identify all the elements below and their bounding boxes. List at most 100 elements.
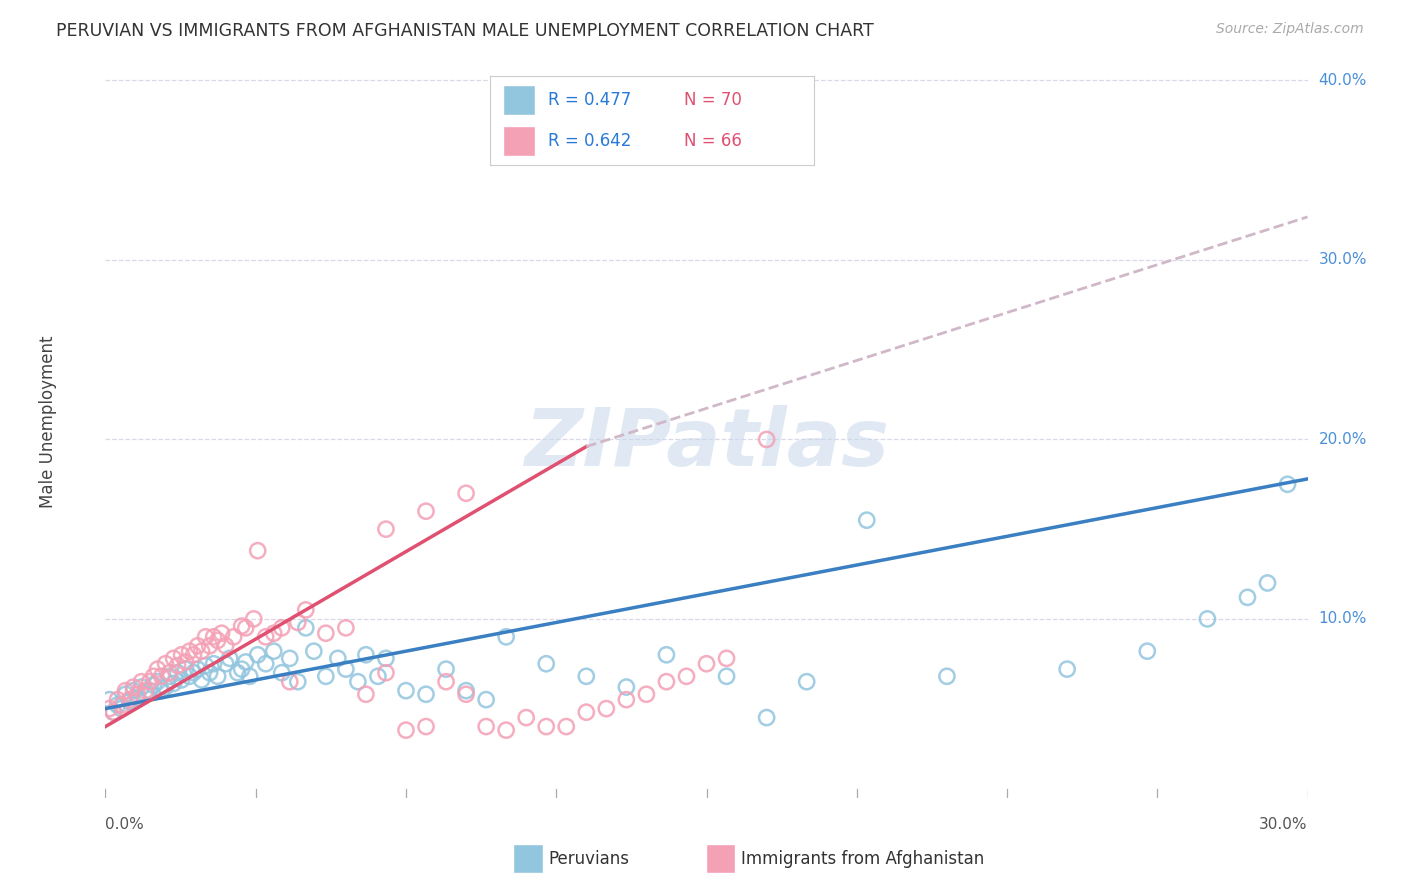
- Point: [239, 669, 262, 683]
- Point: [142, 669, 165, 683]
- Point: [716, 669, 738, 683]
- Text: 30.0%: 30.0%: [1319, 252, 1367, 268]
- Point: [367, 669, 389, 683]
- Point: [1277, 477, 1299, 491]
- Point: [246, 543, 269, 558]
- Point: [1136, 644, 1159, 658]
- Point: [696, 657, 718, 671]
- Point: [183, 648, 205, 662]
- Point: [242, 612, 264, 626]
- Point: [231, 619, 253, 633]
- Text: 10.0%: 10.0%: [1319, 611, 1367, 626]
- Point: [1236, 591, 1258, 605]
- Bar: [706, 844, 735, 873]
- Point: [138, 683, 160, 698]
- Point: [855, 513, 877, 527]
- Point: [575, 669, 598, 683]
- Point: [495, 630, 517, 644]
- Point: [107, 692, 129, 706]
- Point: [636, 687, 658, 701]
- Point: [374, 522, 398, 536]
- Point: [534, 720, 557, 734]
- Point: [162, 676, 184, 690]
- Point: [302, 644, 325, 658]
- Bar: [513, 844, 543, 873]
- Point: [110, 701, 132, 715]
- Point: [174, 662, 197, 676]
- Point: [374, 665, 398, 680]
- Point: [716, 651, 738, 665]
- Point: [415, 720, 437, 734]
- Point: [118, 694, 141, 708]
- Point: [675, 669, 697, 683]
- Point: [616, 692, 638, 706]
- Point: [131, 680, 153, 694]
- Point: [270, 621, 292, 635]
- Point: [495, 723, 517, 738]
- Point: [326, 651, 349, 665]
- Text: R = 0.477: R = 0.477: [548, 91, 631, 109]
- Point: [534, 657, 557, 671]
- Point: [155, 680, 177, 694]
- Point: [114, 687, 136, 701]
- Point: [796, 674, 818, 689]
- Point: [166, 665, 188, 680]
- Point: [254, 630, 277, 644]
- Point: [135, 683, 157, 698]
- Point: [226, 665, 249, 680]
- Point: [174, 655, 197, 669]
- Point: [354, 648, 377, 662]
- Point: [454, 486, 477, 500]
- Text: N = 66: N = 66: [685, 132, 742, 150]
- Point: [146, 674, 169, 689]
- Point: [254, 657, 277, 671]
- Bar: [503, 126, 536, 156]
- Point: [235, 621, 257, 635]
- Point: [270, 665, 292, 680]
- Text: 40.0%: 40.0%: [1319, 73, 1367, 88]
- Point: [162, 651, 184, 665]
- Point: [198, 639, 221, 653]
- Point: [434, 662, 457, 676]
- Point: [655, 674, 678, 689]
- Bar: [503, 85, 536, 115]
- Point: [395, 723, 418, 738]
- Point: [335, 662, 357, 676]
- Point: [287, 615, 309, 630]
- Text: ZIPatlas: ZIPatlas: [524, 405, 889, 483]
- Point: [515, 710, 537, 724]
- Point: [131, 674, 153, 689]
- Point: [755, 433, 778, 447]
- Point: [194, 658, 217, 673]
- Point: [127, 687, 149, 701]
- Point: [287, 674, 309, 689]
- Point: [475, 692, 498, 706]
- Point: [211, 626, 233, 640]
- Point: [395, 683, 418, 698]
- Point: [179, 669, 201, 683]
- Text: N = 70: N = 70: [685, 91, 742, 109]
- Text: 30.0%: 30.0%: [1260, 817, 1308, 832]
- Point: [231, 662, 253, 676]
- Point: [159, 669, 181, 683]
- Point: [415, 504, 437, 518]
- Point: [295, 603, 318, 617]
- Point: [135, 687, 157, 701]
- Point: [575, 705, 598, 719]
- Point: [150, 683, 173, 698]
- Point: [263, 626, 285, 640]
- Point: [354, 687, 377, 701]
- Point: [315, 669, 337, 683]
- Point: [454, 683, 477, 698]
- Point: [278, 651, 301, 665]
- Point: [315, 626, 337, 640]
- Point: [214, 657, 236, 671]
- Point: [434, 674, 457, 689]
- Text: PERUVIAN VS IMMIGRANTS FROM AFGHANISTAN MALE UNEMPLOYMENT CORRELATION CHART: PERUVIAN VS IMMIGRANTS FROM AFGHANISTAN …: [56, 22, 875, 40]
- Point: [616, 680, 638, 694]
- Point: [103, 705, 125, 719]
- Point: [263, 644, 285, 658]
- Point: [118, 692, 141, 706]
- Point: [98, 701, 121, 715]
- Point: [170, 648, 193, 662]
